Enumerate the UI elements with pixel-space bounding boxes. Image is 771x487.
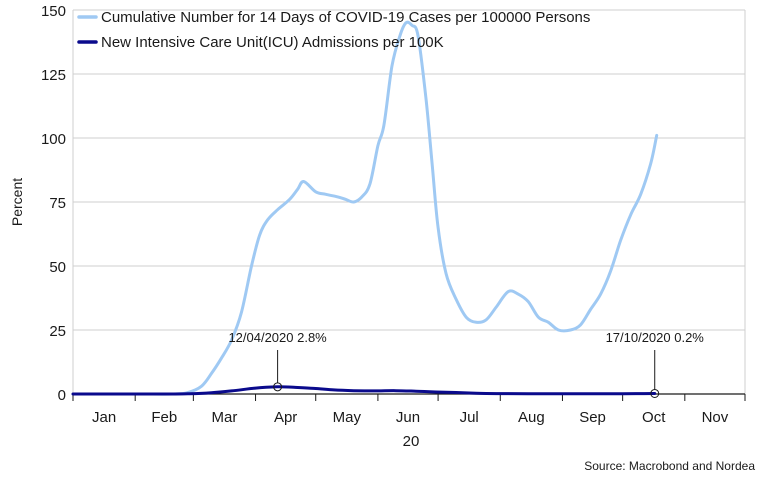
- x-tick-label: Sep: [579, 409, 606, 426]
- x-tick-label: Aug: [518, 409, 545, 426]
- y-tick-label: 125: [41, 67, 66, 84]
- grid: [72, 9, 746, 394]
- annotation-label: 17/10/2020 0.2%: [606, 330, 705, 345]
- y-tick-label: 150: [41, 3, 66, 20]
- x-axis-title: 20: [403, 433, 420, 450]
- legend-label: New Intensive Care Unit(ICU) Admissions …: [101, 34, 444, 51]
- y-axis-title: Percent: [9, 178, 25, 226]
- x-tick-label: Feb: [151, 409, 177, 426]
- series-line-2: [71, 385, 657, 396]
- axes: 0 25 50 75 100 125 150 Jan Feb Mar Apr May Jun Jul Aug…: [41, 3, 746, 426]
- annotation-marker: [273, 382, 283, 392]
- series-line-1: [71, 20, 659, 396]
- x-tick-label: May: [333, 409, 362, 426]
- x-tick-label: Oct: [642, 409, 666, 426]
- x-tick-label: Jan: [92, 409, 116, 426]
- legend-label: Cumulative Number for 14 Days of COVID-1…: [101, 9, 590, 26]
- source-note: Source: Macrobond and Nordea: [584, 459, 755, 473]
- annotations: 12/04/2020 2.8% 17/10/2020 0.2%: [228, 330, 705, 398]
- x-tick-label: Nov: [702, 409, 729, 426]
- y-tick-label: 100: [41, 131, 66, 148]
- x-tick-label: Jul: [460, 409, 479, 426]
- y-tick-label: 75: [49, 195, 66, 212]
- legend: Cumulative Number for 14 Days of COVID-1…: [77, 9, 590, 51]
- y-tick-label: 25: [49, 323, 66, 340]
- x-tick-label: Jun: [396, 409, 420, 426]
- x-tick-label: Mar: [212, 409, 238, 426]
- annotation-label: 12/04/2020 2.8%: [228, 330, 327, 345]
- annotation-marker: [650, 388, 660, 398]
- y-tick-label: 50: [49, 259, 66, 276]
- y-tick-label: 0: [58, 387, 66, 404]
- series: [71, 20, 659, 396]
- x-tick-label: Apr: [274, 409, 297, 426]
